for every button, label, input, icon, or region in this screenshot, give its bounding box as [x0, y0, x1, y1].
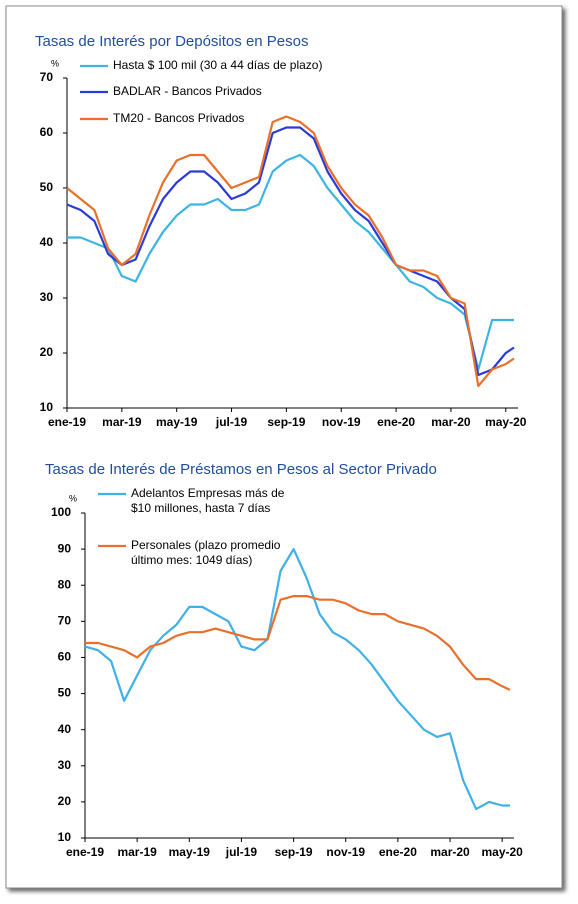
data-line: [67, 153, 514, 371]
y-tick-label: 90: [58, 541, 72, 555]
x-tick-label: jul-19: [215, 415, 248, 429]
x-tick-label: jul-19: [225, 845, 258, 859]
x-tick-label: may-19: [156, 415, 198, 429]
x-tick-label: ene-20: [377, 415, 415, 429]
data-line: [66, 126, 515, 377]
chart-title: Tasas de Interés de Préstamos en Pesos a…: [45, 461, 437, 478]
y-tick-label: 50: [58, 686, 72, 700]
y-tick-label: 10: [58, 830, 72, 844]
legend-label: BADLAR - Bancos Privados: [113, 84, 262, 98]
data-line: [84, 548, 510, 811]
y-tick-label: 70: [58, 614, 72, 628]
y-tick-label: 80: [58, 577, 72, 591]
y-tick-label: 30: [40, 290, 54, 304]
data-line: [66, 115, 515, 388]
x-tick-label: ene-20: [379, 845, 417, 859]
y-tick-label: 50: [40, 180, 54, 194]
y-tick-label: 30: [58, 758, 72, 772]
y-tick-label: 60: [58, 650, 72, 664]
y-unit: %: [51, 58, 59, 68]
x-tick-label: nov-19: [322, 415, 361, 429]
y-tick-label: 100: [51, 505, 71, 519]
y-unit: %: [69, 493, 77, 503]
x-tick-label: nov-19: [326, 845, 365, 859]
x-tick-label: mar-20: [430, 845, 470, 859]
chart-title: Tasas de Interés por Depósitos en Pesos: [35, 33, 309, 50]
x-tick-label: ene-19: [48, 415, 86, 429]
x-tick-label: mar-19: [102, 415, 142, 429]
y-tick-label: 70: [40, 70, 54, 84]
x-tick-label: may-20: [481, 845, 523, 859]
legend-label: Adelantos Empresas más de $10 millones, …: [131, 486, 285, 515]
y-tick-label: 40: [40, 235, 54, 249]
legend-label: TM20 - Bancos Privados: [113, 111, 245, 125]
y-tick-label: 60: [40, 125, 54, 139]
y-tick-label: 20: [58, 794, 72, 808]
y-tick-label: 10: [40, 400, 54, 414]
x-tick-label: ene-19: [66, 845, 104, 859]
y-tick-label: 40: [58, 722, 72, 736]
x-tick-label: may-19: [169, 845, 211, 859]
legend-label: Hasta $ 100 mil (30 a 44 días de plazo): [113, 58, 323, 72]
data-line: [85, 595, 511, 691]
legend-label: Personales (plazo promedio último mes: 1…: [131, 538, 281, 567]
frame: [5, 5, 563, 889]
x-tick-label: mar-19: [117, 845, 157, 859]
x-tick-label: sep-19: [275, 845, 313, 859]
x-tick-label: sep-19: [267, 415, 305, 429]
y-tick-label: 20: [40, 345, 54, 359]
x-tick-label: mar-20: [431, 415, 471, 429]
x-tick-label: may-20: [485, 415, 527, 429]
